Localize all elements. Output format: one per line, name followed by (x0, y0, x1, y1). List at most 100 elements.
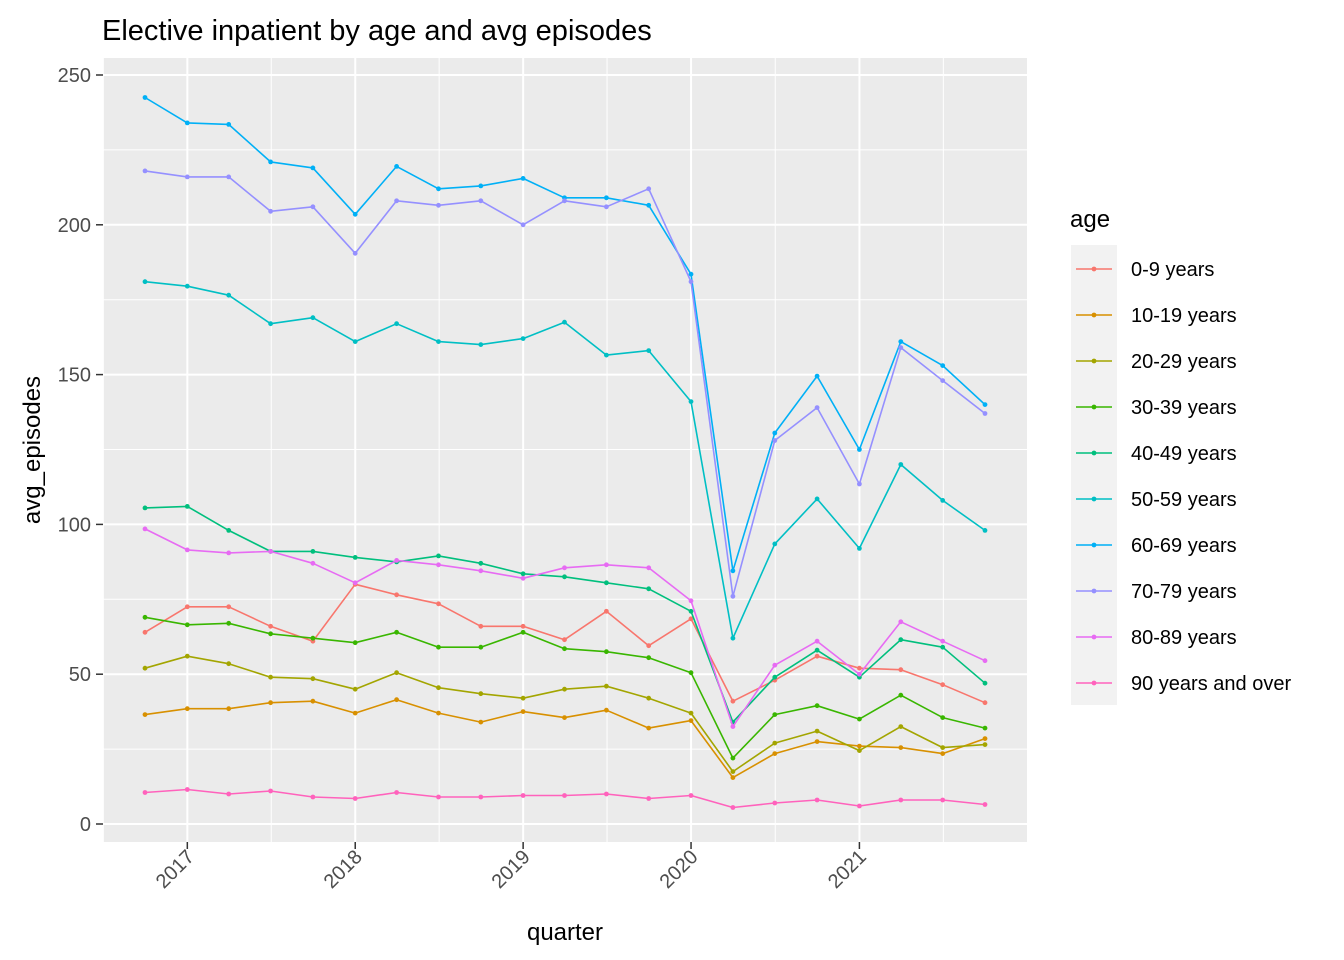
legend-key-point (1091, 634, 1097, 640)
legend-key-point (1091, 588, 1097, 594)
data-point (268, 674, 273, 680)
data-point (562, 574, 567, 580)
legend-item: 0-9 years (1076, 259, 1214, 281)
data-point (184, 706, 190, 712)
data-point (772, 662, 778, 668)
x-tick-label: 2019 (488, 846, 535, 893)
data-point (352, 796, 358, 801)
data-point (352, 250, 358, 256)
data-point (814, 496, 820, 502)
legend-label: 80-89 years (1131, 627, 1237, 649)
data-point (857, 671, 862, 677)
series-8 (142, 526, 988, 729)
data-point (268, 700, 273, 706)
data-point (142, 665, 148, 671)
data-point (982, 736, 988, 741)
data-point (604, 791, 609, 797)
data-point (436, 644, 441, 650)
data-point (604, 195, 609, 201)
data-point (982, 411, 988, 416)
data-point (688, 616, 694, 622)
data-point (520, 571, 526, 577)
data-point (394, 697, 399, 703)
data-point (857, 481, 862, 487)
data-point (352, 339, 358, 344)
data-point (310, 549, 316, 554)
data-point (898, 797, 904, 803)
data-point (226, 706, 232, 712)
x-tick-label: 2018 (320, 846, 367, 893)
data-point (310, 794, 316, 800)
data-point (352, 686, 358, 692)
data-point (142, 614, 148, 620)
data-point (982, 528, 988, 533)
x-tick-label: 2020 (656, 846, 703, 893)
data-point (478, 568, 484, 574)
data-point (268, 159, 273, 165)
data-point (226, 528, 232, 533)
data-point (310, 165, 316, 171)
data-point (478, 644, 484, 650)
data-point (478, 342, 484, 347)
data-point (394, 592, 399, 598)
data-point (772, 674, 778, 680)
data-point (310, 698, 316, 704)
data-point (646, 695, 652, 701)
data-point (814, 703, 820, 709)
data-point (436, 710, 441, 716)
y-tick-label: 100 (58, 514, 91, 536)
data-point (520, 575, 526, 581)
legend-item: 60-69 years (1076, 535, 1237, 557)
data-point (268, 623, 273, 629)
data-point (142, 712, 148, 717)
legend-label: 10-19 years (1131, 305, 1237, 327)
data-point (226, 620, 232, 626)
data-point (478, 198, 484, 204)
data-point (857, 803, 862, 809)
data-point (436, 339, 441, 344)
legend-key-point (1091, 358, 1097, 364)
data-point (730, 769, 736, 774)
data-point (646, 796, 652, 801)
legend-label: 30-39 years (1131, 397, 1237, 419)
data-point (688, 670, 694, 676)
data-point (562, 198, 567, 204)
data-point (898, 619, 904, 625)
data-point (184, 504, 190, 509)
data-point (940, 644, 946, 650)
data-point (982, 402, 988, 407)
legend-label: 70-79 years (1131, 581, 1237, 603)
data-point (562, 646, 567, 652)
data-point (562, 715, 567, 720)
data-point (352, 580, 358, 586)
data-point (310, 204, 316, 210)
data-point (814, 739, 820, 744)
data-point (814, 405, 820, 410)
legend-key-point (1091, 680, 1097, 686)
data-point (394, 198, 399, 204)
data-point (394, 164, 399, 169)
data-point (520, 629, 526, 635)
legend-item: 40-49 years (1076, 443, 1237, 465)
data-point (940, 363, 946, 368)
data-point (226, 550, 232, 556)
data-point (562, 565, 567, 571)
data-point (814, 647, 820, 653)
data-point (688, 279, 694, 285)
data-point (730, 568, 736, 574)
data-point (940, 638, 946, 644)
data-point (226, 604, 232, 610)
series-6 (142, 95, 988, 574)
data-point (478, 719, 484, 725)
y-tick-label: 250 (58, 65, 91, 87)
y-axis: 0 50 100 150 200 250 (58, 65, 103, 836)
data-point (772, 751, 778, 756)
data-point (352, 211, 358, 217)
data-point (898, 692, 904, 698)
data-point (268, 208, 273, 214)
data-point (772, 800, 778, 806)
legend-key-point (1091, 266, 1097, 272)
data-point (604, 683, 609, 689)
data-point (226, 174, 232, 180)
